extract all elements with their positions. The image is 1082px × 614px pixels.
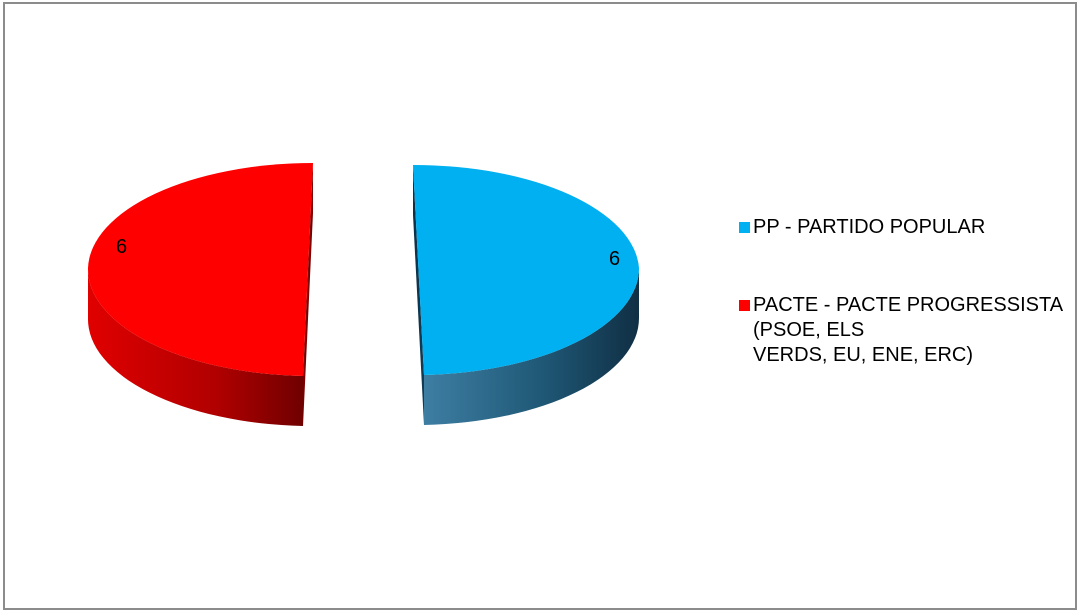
pie-slice-pp-top <box>413 164 640 375</box>
legend-swatch-pacte <box>739 300 750 311</box>
data-label-pacte: 6 <box>116 236 127 258</box>
legend-item-pp: PP - PARTIDO POPULAR <box>739 215 1069 240</box>
legend-label-pacte: PACTE - PACTE PROGRESSISTA (PSOE, ELS VE… <box>753 294 1064 366</box>
pie-slice-pp <box>413 164 640 425</box>
pie-slice-pacte-cut-face <box>303 163 313 426</box>
pie-slice-pp-side <box>424 268 640 425</box>
chart-legend: PP - PARTIDO POPULAR PACTE - PACTE PROGR… <box>739 215 1069 368</box>
legend-item-pacte: PACTE - PACTE PROGRESSISTA (PSOE, ELS VE… <box>739 293 1069 368</box>
legend-swatch-pp <box>739 222 750 233</box>
legend-label-pp: PP - PARTIDO POPULAR <box>753 216 986 238</box>
pie-slice-pp-cut-face <box>413 165 424 425</box>
pie-slice-pacte <box>87 163 314 426</box>
data-label-pp: 6 <box>609 248 620 270</box>
pie-slice-pacte-side <box>87 268 304 426</box>
pie-slice-pacte-top <box>87 163 314 376</box>
